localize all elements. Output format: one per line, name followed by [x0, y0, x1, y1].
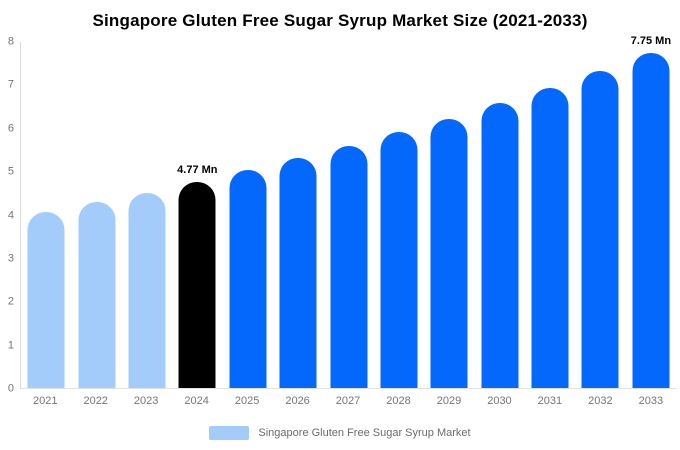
x-axis-label-2023: 2023	[133, 395, 159, 407]
x-axis-labels: 2021 2022 2023 2024 2025 2026 2027 2028 2029 2030…	[20, 395, 676, 407]
bar-column	[273, 42, 323, 388]
bar-2029	[430, 118, 468, 388]
legend-label: Singapore Gluten Free Sugar Syrup Market	[258, 427, 471, 439]
bar-column	[223, 42, 273, 388]
bar-column	[374, 42, 424, 388]
bar-column	[323, 42, 373, 388]
x-axis-label-2028: 2028	[386, 395, 411, 407]
y-axis-tick-label: 4	[7, 209, 14, 221]
x-axis-label-2025: 2025	[234, 395, 260, 407]
bar-value-label-2024: 4.77 Mn	[177, 163, 218, 176]
chart-title: Singapore Gluten Free Sugar Syrup Market…	[92, 11, 588, 30]
y-axis-tick-label: 3	[7, 252, 14, 265]
plot-area: 4.77 Mn 7.75 Mn	[20, 35, 676, 389]
bar-2023	[128, 192, 166, 388]
bar-2026	[279, 158, 317, 388]
x-axis-label-2030: 2030	[487, 395, 512, 407]
y-axis: 0 1 2 3 4 5 6 7 8	[0, 36, 16, 394]
bar-2022	[78, 202, 116, 388]
bar-2021	[27, 212, 65, 388]
bar-column	[21, 42, 71, 388]
y-axis-tick-label: 6	[7, 122, 14, 135]
y-axis-tick-label: 1	[7, 339, 14, 352]
x-axis-label-2031: 2031	[537, 395, 563, 407]
bar-column	[525, 42, 575, 388]
bar-2024	[178, 181, 216, 388]
bar-column	[71, 42, 121, 388]
bar-2033	[632, 52, 670, 388]
y-axis-tick-label: 8	[7, 35, 14, 48]
x-axis-label-2033: 2033	[638, 395, 664, 407]
bar-2031	[531, 87, 569, 388]
bar-value-label-2033: 7.75 Mn	[630, 34, 672, 47]
y-axis-tick-label: 2	[7, 295, 14, 308]
x-axis-label-2027: 2027	[335, 395, 361, 407]
y-axis-tick-label: 7	[7, 78, 14, 91]
y-axis-tick-label: 0	[7, 382, 14, 395]
bar-column: 7.75 Mn	[626, 35, 676, 388]
x-axis-label-2022: 2022	[83, 395, 108, 407]
bar-column	[575, 42, 625, 388]
bar-series: 4.77 Mn 7.75 Mn	[21, 35, 676, 388]
x-axis-label-2024: 2024	[184, 395, 209, 407]
y-axis-tick-label: 5	[7, 165, 14, 178]
bar-column: 4.77 Mn	[172, 42, 222, 388]
x-axis-label-2032: 2032	[588, 395, 613, 407]
bar-2030	[481, 103, 519, 388]
bar-2032	[581, 71, 619, 388]
x-axis-label-2021: 2021	[32, 395, 58, 407]
bar-2028	[380, 132, 418, 388]
x-axis-label-2029: 2029	[436, 395, 462, 407]
legend-swatch-icon	[209, 426, 250, 440]
bar-2027	[330, 145, 368, 388]
bar-column	[475, 42, 525, 388]
bar-column	[122, 42, 172, 388]
bar-2025	[229, 170, 267, 388]
x-axis-label-2026: 2026	[285, 395, 310, 407]
bar-column	[424, 42, 474, 388]
legend: Singapore Gluten Free Sugar Syrup Market	[0, 426, 680, 440]
